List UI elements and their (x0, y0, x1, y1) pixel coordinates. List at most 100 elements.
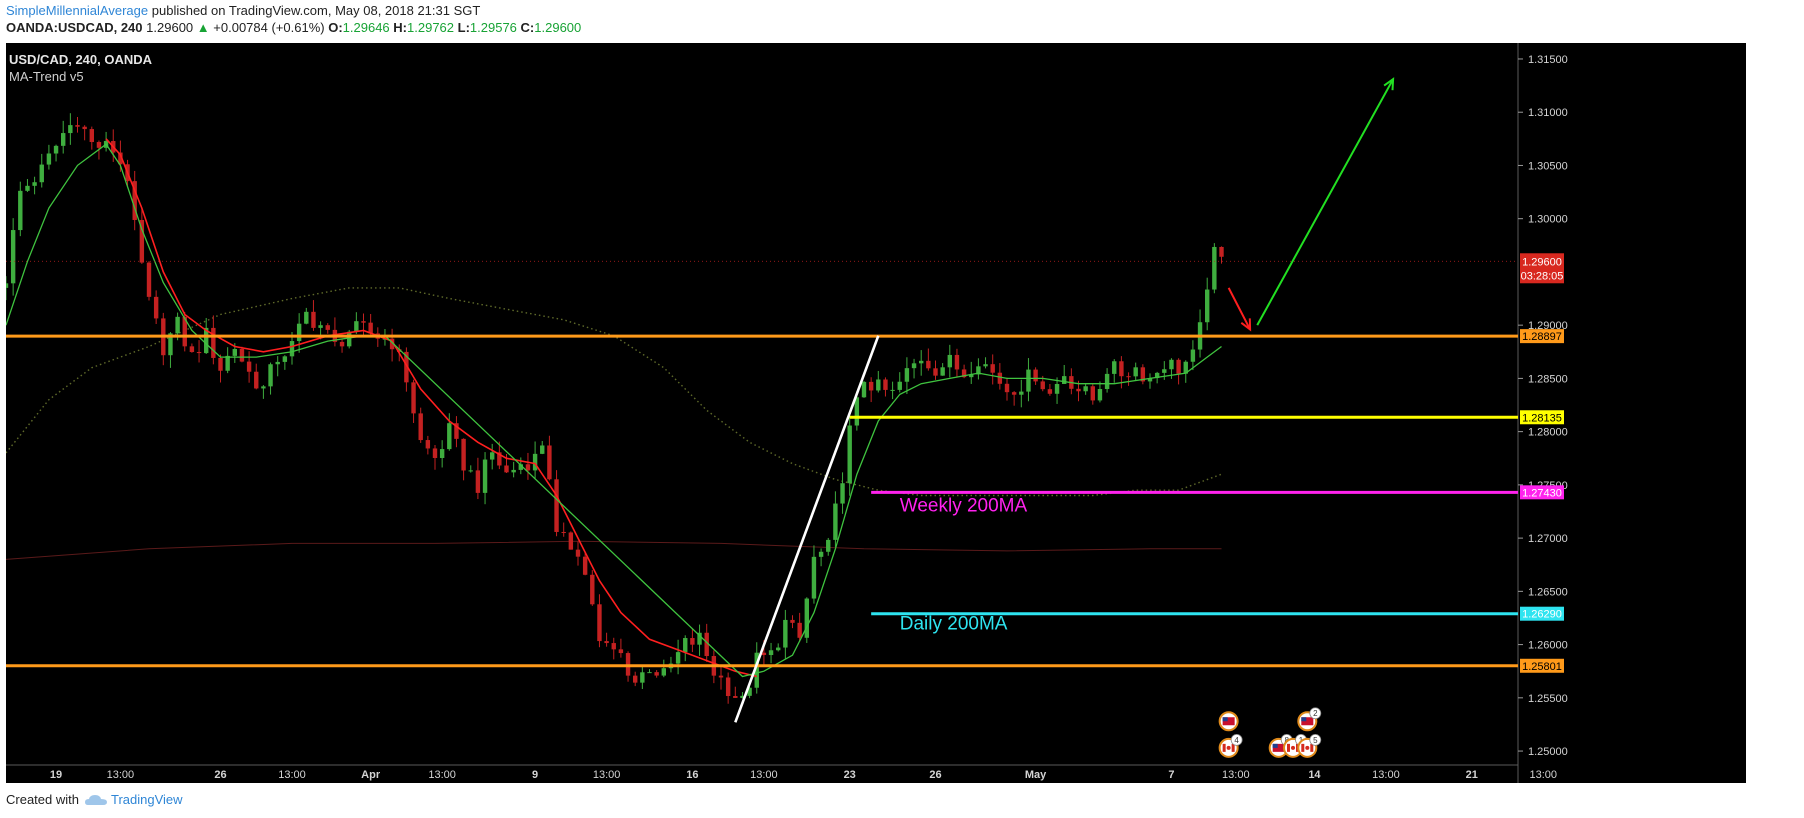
candle[interactable] (904, 368, 910, 382)
candle[interactable] (1026, 369, 1031, 392)
candle[interactable] (654, 672, 659, 676)
candle[interactable] (361, 321, 366, 323)
candle[interactable] (511, 469, 516, 473)
candle[interactable] (425, 440, 431, 449)
candle[interactable] (976, 366, 981, 375)
candle[interactable] (475, 470, 481, 493)
candle[interactable] (747, 687, 752, 696)
candle[interactable] (754, 652, 759, 688)
candle[interactable] (604, 641, 609, 644)
chart-area[interactable]: 1.31500 1.31000 1.30500 1.30000 1.29000 1.285… (6, 43, 1746, 783)
candle[interactable] (947, 354, 952, 368)
candle[interactable] (1047, 389, 1053, 394)
candle[interactable] (861, 381, 867, 398)
candle[interactable] (525, 464, 531, 471)
candle[interactable] (1033, 369, 1038, 382)
candle[interactable] (797, 622, 802, 638)
candle[interactable] (661, 668, 666, 676)
candle[interactable] (339, 341, 345, 347)
candle[interactable] (204, 327, 209, 354)
candle[interactable] (811, 556, 817, 599)
candle[interactable] (175, 316, 180, 334)
candle[interactable] (411, 382, 416, 414)
candle[interactable] (518, 464, 523, 470)
candle[interactable] (868, 381, 874, 391)
candle[interactable] (1219, 246, 1224, 257)
candle[interactable] (397, 349, 402, 352)
candle[interactable] (733, 696, 738, 698)
candle[interactable] (68, 125, 73, 134)
candle[interactable] (32, 182, 37, 186)
candle[interactable] (75, 125, 80, 127)
candle[interactable] (683, 638, 688, 653)
candle[interactable] (575, 549, 581, 557)
candle[interactable] (1004, 383, 1010, 393)
candle[interactable] (675, 652, 681, 664)
candle[interactable] (890, 389, 895, 391)
candle[interactable] (1176, 359, 1181, 374)
candle[interactable] (275, 361, 280, 365)
candle[interactable] (418, 413, 423, 441)
candle[interactable] (1011, 392, 1017, 395)
candle[interactable] (776, 647, 781, 651)
tradingview-brand[interactable]: TradingView (110, 792, 183, 807)
candle[interactable] (132, 181, 137, 220)
candle[interactable] (311, 311, 316, 328)
candle[interactable] (168, 333, 173, 356)
candle[interactable] (690, 638, 695, 645)
candle[interactable] (82, 126, 87, 130)
candle[interactable] (18, 190, 23, 231)
author-name[interactable]: SimpleMillennialAverage (6, 3, 149, 18)
candle[interactable] (89, 129, 94, 143)
indicator-name[interactable]: MA-Trend v5 (9, 69, 84, 84)
candle[interactable] (618, 649, 624, 654)
candle[interactable] (876, 379, 881, 391)
candle[interactable] (718, 675, 724, 678)
candle[interactable] (725, 677, 731, 697)
candle[interactable] (540, 445, 545, 454)
candle[interactable] (1154, 372, 1160, 379)
candle[interactable] (497, 452, 502, 466)
candle[interactable] (1083, 386, 1088, 392)
candle[interactable] (296, 323, 302, 342)
candle[interactable] (532, 453, 538, 471)
candle[interactable] (1019, 391, 1024, 395)
candle[interactable] (940, 367, 945, 376)
candle[interactable] (461, 438, 466, 471)
candle[interactable] (961, 369, 967, 378)
candle[interactable] (25, 185, 30, 191)
candle[interactable] (919, 360, 924, 364)
candle[interactable] (347, 331, 352, 347)
candle[interactable] (1212, 246, 1217, 290)
candle[interactable] (897, 381, 902, 390)
candle[interactable] (997, 372, 1003, 384)
candle[interactable] (218, 357, 223, 371)
candle[interactable] (1169, 359, 1174, 370)
candle[interactable] (818, 551, 824, 557)
candle[interactable] (182, 316, 187, 347)
candle[interactable] (318, 325, 323, 328)
candle[interactable] (254, 371, 259, 389)
candle[interactable] (933, 368, 938, 376)
candle[interactable] (1162, 369, 1167, 373)
candle[interactable] (261, 386, 266, 389)
candle[interactable] (404, 351, 409, 383)
candle[interactable] (547, 445, 552, 480)
candle[interactable] (189, 346, 195, 353)
candle[interactable] (1190, 349, 1196, 362)
candle[interactable] (1147, 378, 1153, 382)
candle[interactable] (354, 321, 359, 332)
candle[interactable] (1126, 376, 1131, 378)
candle[interactable] (1040, 381, 1045, 390)
candle[interactable] (6, 283, 9, 288)
candle[interactable] (268, 364, 273, 387)
candle[interactable] (790, 619, 795, 623)
chart-canvas[interactable]: 1.315001.310001.305001.300001.290001.285… (6, 43, 1746, 783)
candle[interactable] (926, 360, 931, 369)
candle[interactable] (439, 449, 445, 458)
candle[interactable] (854, 397, 860, 426)
candle[interactable] (53, 145, 59, 154)
candle[interactable] (847, 425, 852, 484)
candle[interactable] (883, 379, 888, 390)
candle[interactable] (368, 322, 373, 334)
